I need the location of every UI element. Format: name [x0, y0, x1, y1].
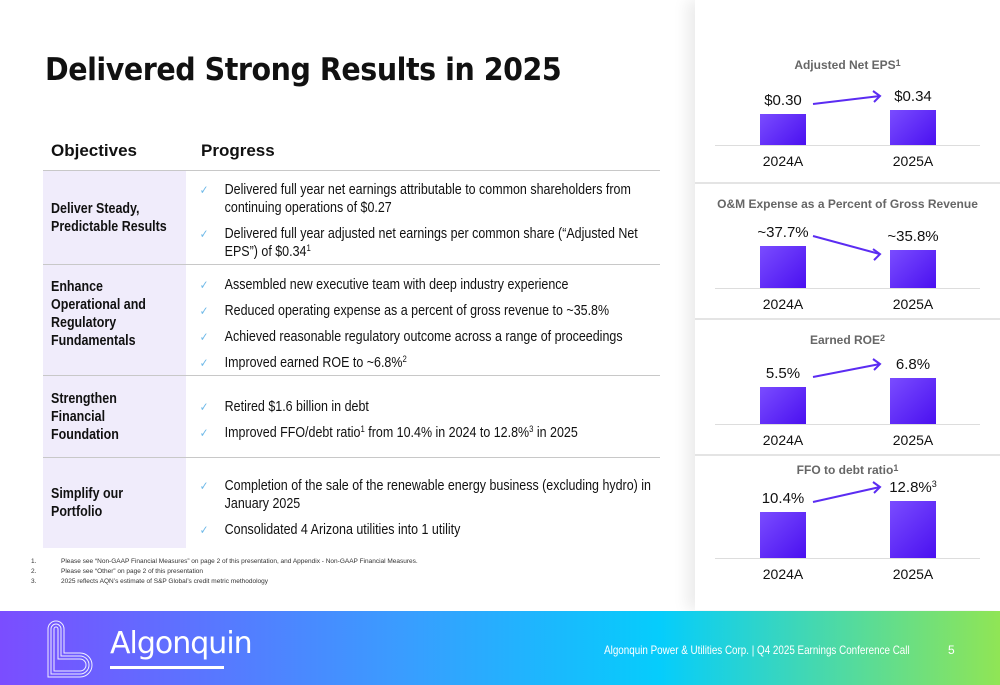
- objective-cell: Enhance Operational and Regulatory Funda…: [43, 265, 186, 375]
- chart-title: Earned ROE2: [809, 333, 886, 347]
- chart-baseline: [715, 145, 980, 146]
- objectives-header: Objectives: [51, 141, 137, 160]
- data-label: $0.34: [894, 88, 932, 105]
- chart-title: O&M Expense as a Percent of Gross Revenu…: [717, 197, 978, 211]
- category-label: 2025A: [892, 296, 934, 312]
- category-label: 2025A: [892, 432, 934, 448]
- data-label: ~35.8%: [887, 228, 939, 246]
- progress-bullet: ✓ Delivered full year adjusted net earnin…: [199, 226, 638, 260]
- kpi-charts-panel: Adjusted Net EPS1 $0.30 2024A $0.34 2025A O&M…: [695, 0, 1000, 610]
- checkmark-icon: ✓: [199, 426, 209, 440]
- bar-2025A: [890, 110, 936, 145]
- checkmark-icon: ✓: [199, 479, 209, 493]
- progress-cell: ✓ Completion of the sale of the renewable…: [198, 477, 654, 547]
- chart-baseline: [715, 288, 980, 289]
- brand-underline: [110, 666, 224, 669]
- bar-2024A: [760, 246, 806, 288]
- progress-cell: ✓ Retired $1.6 billion in debt ✓ Improved …: [198, 398, 654, 450]
- footnote: 1. Please see “Non-GAAP Financial Measure…: [31, 558, 418, 565]
- footer: Algonquin Algonquin Power & Utilities Co…: [0, 611, 1000, 685]
- page-title: Delivered Strong Results in 2025: [45, 52, 562, 88]
- category-label: 2024A: [762, 566, 804, 582]
- chart-title: FFO to debt ratio1: [796, 463, 899, 477]
- chart-separator: [695, 318, 1000, 320]
- checkmark-icon: ✓: [199, 227, 209, 241]
- checkmark-icon: ✓: [199, 356, 209, 370]
- objective-label: Deliver Steady, Predictable Results: [51, 200, 167, 235]
- data-label: ~37.7%: [757, 224, 809, 241]
- objective-cell: Simplify our Portfolio: [43, 458, 186, 548]
- data-label: 5.5%: [765, 365, 801, 382]
- objective-label: Strengthen Financial Foundation: [51, 390, 119, 443]
- checkmark-icon: ✓: [199, 304, 209, 318]
- progress-bullet: ✓ Assembled new executive team with deep …: [199, 277, 569, 293]
- footnote: 2. Please see “Other” on page 2 of this p…: [31, 568, 204, 575]
- chart-separator: [695, 182, 1000, 184]
- progress-bullet: ✓ Achieved reasonable regulatory outcome …: [199, 329, 623, 345]
- checkmark-icon: ✓: [199, 183, 209, 197]
- data-label: 6.8%: [895, 356, 931, 373]
- data-label: 10.4%: [761, 490, 805, 507]
- bar-2025A: [890, 378, 936, 424]
- bar-2024A: [760, 512, 806, 558]
- progress-bullet: ✓ Reduced operating expense as a percent …: [199, 303, 610, 319]
- algonquin-logo-icon: [47, 620, 93, 678]
- progress-cell: ✓ Assembled new executive team with deep …: [198, 276, 654, 380]
- category-label: 2024A: [762, 296, 804, 312]
- data-label: $0.30: [764, 92, 802, 109]
- checkmark-icon: ✓: [199, 400, 209, 414]
- objective-cell: Deliver Steady, Predictable Results: [43, 171, 186, 264]
- category-label: 2025A: [892, 566, 934, 582]
- checkmark-icon: ✓: [199, 278, 209, 292]
- data-label: 12.8%3: [889, 479, 937, 496]
- progress-bullet: ✓ Retired $1.6 billion in debt: [199, 399, 369, 415]
- progress-bullet: ✓ Improved earned ROE to ~6.8%2: [199, 354, 407, 371]
- footnotes: 1. Please see “Non-GAAP Financial Measure…: [31, 557, 418, 587]
- progress-bullet: ✓ Consolidated 4 Arizona utilities into 1…: [199, 522, 461, 538]
- divider: [43, 264, 660, 265]
- progress-bullet: ✓ Delivered full year net earnings attrib…: [199, 182, 631, 216]
- objective-label: Enhance Operational and Regulatory Funda…: [51, 279, 146, 349]
- divider: [43, 457, 660, 458]
- bar-2024A: [760, 114, 806, 145]
- progress-header: Progress: [201, 141, 275, 160]
- category-label: 2024A: [762, 153, 804, 169]
- divider: [43, 375, 660, 376]
- progress-bullet: ✓ Completion of the sale of the renewable…: [199, 478, 651, 512]
- chart-separator: [695, 454, 1000, 456]
- page-number: 5: [948, 643, 955, 657]
- chart-baseline: [715, 558, 980, 559]
- bar-2024A: [760, 387, 806, 424]
- bar-2025A: [890, 501, 936, 558]
- progress-cell: ✓ Delivered full year net earnings attrib…: [198, 181, 654, 269]
- divider: [43, 170, 660, 171]
- chart-title: Adjusted Net EPS1: [794, 58, 901, 72]
- chart-baseline: [715, 424, 980, 425]
- checkmark-icon: ✓: [199, 523, 209, 537]
- checkmark-icon: ✓: [199, 330, 209, 344]
- category-label: 2025A: [892, 153, 934, 169]
- category-label: 2024A: [762, 432, 804, 448]
- progress-bullet: ✓ Improved FFO/debt ratio1 from 10.4% in …: [199, 424, 578, 441]
- brand-name: Algonquin: [110, 626, 253, 661]
- bar-2025A: [890, 250, 936, 288]
- objective-cell: Strengthen Financial Foundation: [43, 376, 186, 457]
- footnote: 3. 2025 reflects AQN’s estimate of S&P Gl…: [31, 578, 269, 585]
- objective-label: Simplify our Portfolio: [51, 486, 124, 520]
- footer-text: Algonquin Power & Utilities Corp. | Q4 2…: [604, 643, 910, 657]
